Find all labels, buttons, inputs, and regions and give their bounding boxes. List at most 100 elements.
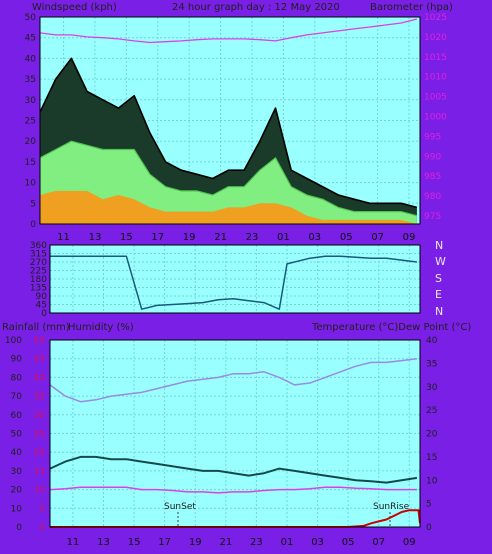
climate-x-tick-label: 01 bbox=[281, 537, 294, 548]
humidity-tick-label: 20 bbox=[11, 486, 23, 496]
climate-plot-frame bbox=[49, 339, 421, 528]
wind-y-tick-label: 20 bbox=[25, 137, 37, 147]
humidity-tick-label: 80 bbox=[11, 373, 23, 383]
barometer-line bbox=[39, 18, 418, 44]
barometer-tick-label: 1000 bbox=[424, 113, 447, 123]
rainfall-tick-label: 50 bbox=[34, 336, 46, 346]
sunset-label: SunSet bbox=[164, 502, 196, 512]
direction-plot-frame bbox=[49, 244, 421, 314]
rainfall-tick-label: 0 bbox=[39, 523, 45, 533]
climate-x-tick-label: 09 bbox=[403, 537, 416, 548]
direction-tick-label: 0 bbox=[41, 309, 47, 319]
wind-y-tick-label: 25 bbox=[25, 117, 36, 127]
barometer-tick-label: 1005 bbox=[424, 93, 447, 103]
rainfall-tick-label: 40 bbox=[34, 373, 46, 383]
humidity-tick-label: 40 bbox=[11, 448, 23, 458]
direction-label-w: W bbox=[435, 255, 446, 268]
climate-x-tick-label: 11 bbox=[67, 537, 80, 548]
rainfall-tick-label: 5 bbox=[39, 504, 45, 514]
wind-y-tick-label: 45 bbox=[25, 34, 36, 44]
wind-y-tick-label: 50 bbox=[25, 13, 37, 23]
wind-x-tick-label: 05 bbox=[340, 232, 353, 243]
wind-minimum-area bbox=[40, 190, 417, 224]
temperature-line bbox=[49, 455, 418, 484]
barometer-tick-label: 1015 bbox=[424, 53, 447, 63]
wind-y-tick-label: 15 bbox=[25, 158, 36, 168]
climate-x-tick-label: 19 bbox=[189, 537, 202, 548]
wind-y-tick-label: 5 bbox=[30, 199, 36, 209]
direction-tick-label: 315 bbox=[30, 250, 47, 260]
temperature-tick-label: 30 bbox=[426, 383, 438, 393]
humidity-tick-label: 10 bbox=[11, 504, 23, 514]
wind-x-tick-label: 15 bbox=[120, 232, 133, 243]
wind-gust-line bbox=[39, 57, 418, 209]
barometer-axis-title: Barometer (hpa) bbox=[370, 2, 453, 13]
humidity-tick-label: 0 bbox=[16, 523, 22, 533]
rainfall-tick-label: 10 bbox=[34, 486, 46, 496]
temperature-tick-label: 20 bbox=[426, 430, 438, 440]
barometer-tick-label: 980 bbox=[424, 192, 441, 202]
wind-x-tick-label: 07 bbox=[371, 232, 384, 243]
temperature-tick-label: 35 bbox=[426, 359, 437, 369]
rainfall-tick-label: 45 bbox=[34, 355, 45, 365]
barometer-tick-label: 995 bbox=[424, 132, 441, 142]
climate-x-tick-label: 07 bbox=[372, 537, 385, 548]
direction-label-n-bottom: N bbox=[435, 305, 443, 318]
wind-y-tick-label: 0 bbox=[30, 220, 36, 230]
climate-x-tick-label: 17 bbox=[158, 537, 171, 548]
temperature-tick-label: 40 bbox=[426, 336, 438, 346]
rainfall-tick-label: 20 bbox=[34, 448, 46, 458]
barometer-tick-label: 1025 bbox=[424, 13, 447, 23]
humidity-tick-label: 100 bbox=[5, 336, 22, 346]
climate-x-tick-label: 21 bbox=[219, 537, 232, 548]
temperature-tick-label: 10 bbox=[426, 476, 438, 486]
barometer-tick-label: 1020 bbox=[424, 33, 447, 43]
barometer-tick-label: 975 bbox=[424, 212, 441, 222]
rainfall-tick-label: 30 bbox=[34, 411, 46, 421]
climate-x-tick-label: 03 bbox=[311, 537, 324, 548]
humidity-tick-label: 30 bbox=[11, 467, 23, 477]
temperature-tick-label: 0 bbox=[426, 523, 432, 533]
wind-x-tick-label: 09 bbox=[403, 232, 416, 243]
direction-tick-label: 45 bbox=[36, 301, 47, 311]
climate-x-tick-label: 23 bbox=[250, 537, 263, 548]
direction-tick-label: 360 bbox=[30, 241, 47, 251]
direction-tick-label: 180 bbox=[30, 275, 47, 285]
wind-y-tick-label: 10 bbox=[25, 179, 37, 189]
wind-x-tick-label: 19 bbox=[183, 232, 196, 243]
dewpoint-line bbox=[49, 486, 417, 494]
humidity-tick-label: 50 bbox=[11, 430, 23, 440]
wind-x-tick-label: 21 bbox=[214, 232, 227, 243]
direction-tick-label: 225 bbox=[30, 267, 47, 277]
windspeed-axis-title: Windspeed (kph) bbox=[32, 2, 117, 13]
wind-average-line bbox=[39, 140, 418, 217]
direction-tick-label: 270 bbox=[30, 258, 47, 268]
rainfall-tick-label: 35 bbox=[34, 392, 45, 402]
temperature-axis-title: Temperature (°C)Dew Point (°C) bbox=[311, 322, 471, 333]
wind-x-tick-label: 11 bbox=[57, 232, 70, 243]
climate-x-tick-label: 05 bbox=[342, 537, 355, 548]
direction-label-e: E bbox=[435, 288, 442, 301]
wind-y-tick-label: 30 bbox=[25, 96, 37, 106]
wind-x-tick-label: 23 bbox=[246, 232, 259, 243]
temperature-tick-label: 5 bbox=[426, 500, 432, 510]
rainfall-tick-label: 15 bbox=[34, 467, 45, 477]
humidity-tick-label: 60 bbox=[11, 411, 23, 421]
graph-title: 24 hour graph day : 12 May 2020 bbox=[172, 2, 340, 13]
climate-x-tick-label: 15 bbox=[128, 537, 141, 548]
temperature-tick-label: 25 bbox=[426, 406, 437, 416]
rainfall-tick-label: 25 bbox=[34, 430, 45, 440]
wind-x-tick-label: 01 bbox=[277, 232, 290, 243]
temperature-tick-label: 15 bbox=[426, 453, 437, 463]
direction-label-s: S bbox=[435, 272, 442, 285]
wind-y-tick-label: 40 bbox=[25, 54, 37, 64]
direction-tick-label: 135 bbox=[30, 284, 47, 294]
direction-label-n-top: N bbox=[435, 239, 443, 252]
humidity-axis-title: Humidity (%) bbox=[68, 322, 134, 333]
climate-x-tick-label: 13 bbox=[97, 537, 110, 548]
barometer-tick-label: 990 bbox=[424, 152, 441, 162]
humidity-tick-label: 90 bbox=[11, 355, 23, 365]
wind-direction-line bbox=[50, 255, 417, 310]
